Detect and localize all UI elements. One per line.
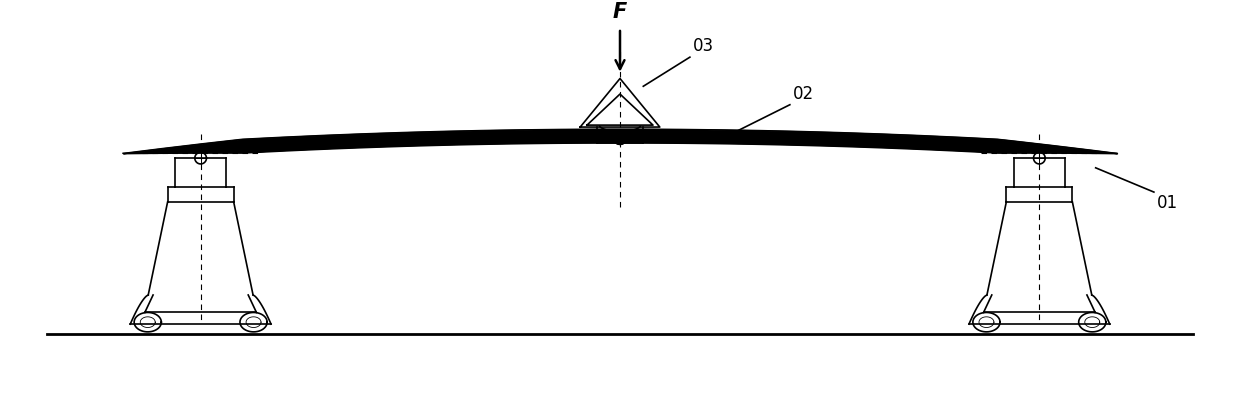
Polygon shape bbox=[614, 131, 626, 145]
Text: 03: 03 bbox=[693, 37, 714, 55]
Text: 02: 02 bbox=[792, 85, 813, 103]
Text: F: F bbox=[613, 2, 627, 22]
Text: 01: 01 bbox=[1157, 194, 1178, 212]
